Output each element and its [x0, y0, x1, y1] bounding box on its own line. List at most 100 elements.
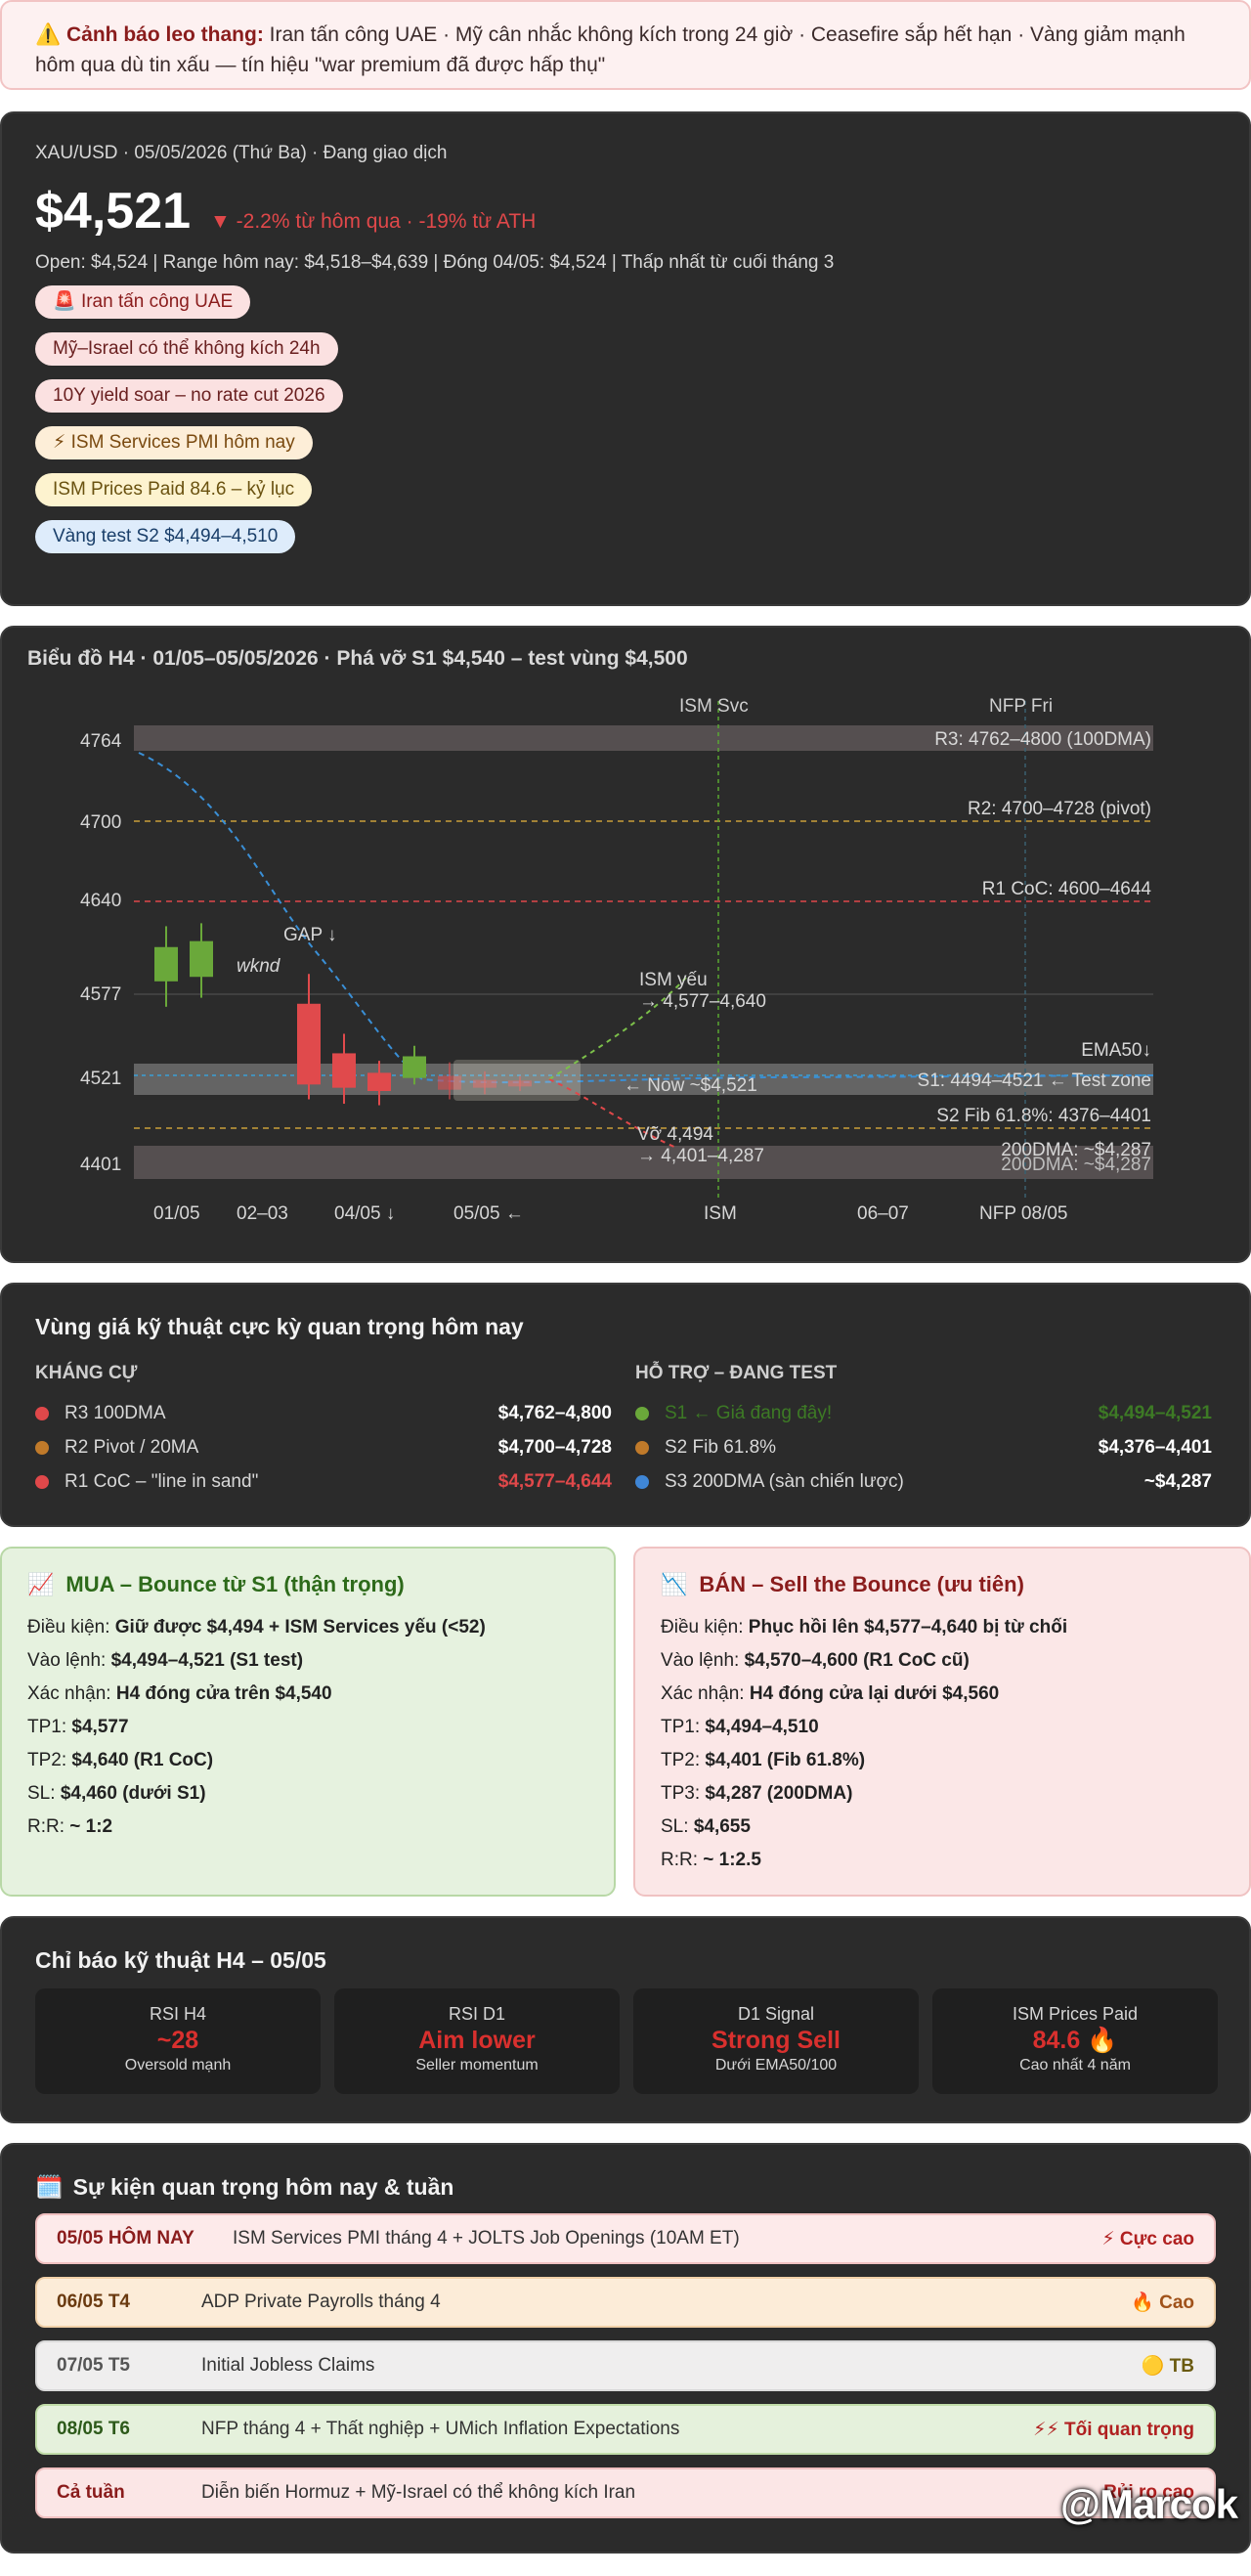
detail-value: $4,640 (R1 CoC)	[71, 1750, 214, 1770]
now-label: ← Now ~$4,521	[624, 1075, 757, 1096]
chart-title: Biểu đồ H4 · 01/05–05/05/2026 · Phá vỡ S…	[27, 647, 688, 670]
event-description: NFP tháng 4 + Thất nghiệp + UMich Inflat…	[201, 2419, 680, 2439]
event-row: 08/05 T6 NFP tháng 4 + Thất nghiệp + UMic…	[35, 2404, 1216, 2455]
detail-value: H4 đóng cửa trên $4,540	[115, 1683, 332, 1704]
lightning-icon: ⚡	[53, 432, 71, 453]
detail-key: TP1:	[661, 1717, 706, 1737]
news-tag: ⚡ ISM Services PMI hôm nay	[35, 426, 313, 459]
news-tag: Vàng test S2 $4,494–4,510	[35, 520, 296, 553]
detail-key: TP3:	[661, 1783, 706, 1804]
event-row: Cả tuần Diễn biến Hormuz + Mỹ-Israel có t…	[35, 2467, 1216, 2518]
zone-row: R2 Pivot / 20MA $4,700–4,728	[35, 1430, 612, 1464]
y-tick-label: 4401	[80, 1155, 121, 1175]
zone-dot	[635, 1406, 649, 1420]
indicator-label: ISM Prices Paid	[1012, 2004, 1139, 2024]
zone-value: $4,577–4,644	[497, 1470, 612, 1492]
news-tag-label: Iran tấn công UAE	[80, 291, 234, 312]
indicator-sub: Cao nhất 4 năm	[1019, 2057, 1131, 2074]
detail-key: TP2:	[27, 1750, 72, 1770]
sell-detail-line: Điều kiện: Phục hồi lên $4,577–4,640 bị …	[661, 1611, 1224, 1644]
support-column: HỖ TRỢ – ĐANG TEST S1 ← Giá đang đây! $4,…	[635, 1363, 1212, 1499]
zone-value: $4,494–4,521	[1098, 1402, 1212, 1423]
candle-body	[403, 1056, 426, 1078]
x-tick-label: NFP 08/05	[979, 1203, 1067, 1224]
news-tag-label: Vàng test S2 $4,494–4,510	[53, 526, 279, 546]
buy-detail-line: Xác nhận: H4 đóng cửa trên $4,540	[27, 1678, 588, 1711]
detail-value: $4,287 (200DMA)	[705, 1783, 853, 1804]
buy-title: MUA – Bounce từ S1 (thận trọng)	[65, 1572, 405, 1596]
news-tag-label: ISM Services PMI hôm nay	[70, 432, 295, 453]
ism-weak-label: ISM yếu	[639, 970, 708, 990]
chart-up-icon: 📈	[27, 1572, 55, 1596]
indicators-title: Chỉ báo kỹ thuật H4 – 05/05	[35, 1947, 326, 1973]
key-zones-card: Vùng giá kỹ thuật cực kỳ quan trọng hôm …	[0, 1283, 1251, 1527]
detail-value: $4,655	[693, 1816, 751, 1837]
candle-body	[297, 1003, 321, 1085]
dma200-label-lower: 200DMA: ~$4,287	[1001, 1155, 1151, 1175]
detail-value: $4,577	[71, 1717, 129, 1737]
zone-value: $4,700–4,728	[497, 1436, 612, 1458]
detail-value: ~ 1:2	[69, 1816, 113, 1837]
buy-detail-line: TP2: $4,640 (R1 CoC)	[27, 1744, 588, 1777]
zone-dot	[35, 1440, 49, 1455]
indicator-box: RSI D1 Aim lower Seller momentum	[334, 1988, 620, 2094]
detail-key: Xác nhận:	[27, 1683, 116, 1704]
y-tick-label: 4640	[80, 891, 121, 911]
sell-title: BÁN – Sell the Bounce (ưu tiên)	[699, 1572, 1024, 1596]
warning-icon: ⚠️	[35, 23, 62, 46]
detail-value: $4,494–4,521 (S1 test)	[110, 1650, 304, 1671]
candle-body	[154, 946, 178, 982]
indicators-card: Chỉ báo kỹ thuật H4 – 05/05 RSI H4 ~28 Ove…	[0, 1916, 1251, 2123]
buy-setup-card: 📈 MUA – Bounce từ S1 (thận trọng) Điều k…	[0, 1547, 616, 1897]
zone-label: R3 100DMA	[65, 1402, 166, 1423]
zone-dot	[35, 1474, 49, 1489]
h4-chart: Biểu đồ H4 · 01/05–05/05/2026 · Phá vỡ S…	[27, 647, 1154, 1224]
bull-scenario-arrow	[548, 977, 687, 1080]
event-description: ADP Private Payrolls tháng 4	[201, 2292, 441, 2312]
zone-label: S2 Fib 61.8%	[665, 1436, 777, 1458]
indicator-value: 84.6 🔥	[1032, 2027, 1118, 2054]
zone-value: ~$4,287	[1143, 1470, 1212, 1492]
event-impact: Rủi ro cao	[1103, 2482, 1194, 2503]
detail-key: TP2:	[661, 1750, 706, 1770]
indicator-box: RSI H4 ~28 Oversold mạnh	[35, 1988, 321, 2094]
h4-chart-card: Biểu đồ H4 · 01/05–05/05/2026 · Phá vỡ S…	[0, 626, 1251, 1263]
resistance-heading: KHÁNG CỰ	[35, 1363, 138, 1383]
detail-key: Vào lệnh:	[661, 1650, 745, 1671]
y-tick-label: 4577	[80, 984, 121, 1005]
s1-label: S1: 4494–4521 ← Test zone	[918, 1070, 1151, 1091]
indicator-label: RSI D1	[448, 2004, 506, 2024]
candle-body	[367, 1072, 391, 1091]
weekend-label: wknd	[237, 956, 281, 977]
y-tick-label: 4764	[80, 731, 122, 752]
event-description: Initial Jobless Claims	[201, 2355, 375, 2376]
events-card: 🗓️ Sự kiện quan trọng hôm nay & tuần 05/…	[0, 2143, 1251, 2554]
detail-value: H4 đóng cửa lại dưới $4,560	[749, 1683, 1000, 1704]
candle-body	[332, 1053, 356, 1088]
gap-label: GAP ↓	[283, 925, 337, 945]
detail-key: TP1:	[27, 1717, 72, 1737]
indicator-box: ISM Prices Paid 84.6 🔥 Cao nhất 4 năm	[932, 1988, 1218, 2094]
detail-key: R:R:	[661, 1850, 704, 1870]
event-description: Diễn biến Hormuz + Mỹ-Israel có thể khôn…	[201, 2482, 636, 2503]
indicator-box: D1 Signal Strong Sell Dưới EMA50/100	[633, 1988, 919, 2094]
indicator-value: Strong Sell	[712, 2027, 841, 2054]
now-highlight	[453, 1060, 581, 1101]
support-heading: HỖ TRỢ – ĐANG TEST	[635, 1363, 838, 1383]
detail-key: SL:	[27, 1783, 61, 1804]
x-tick-label: 04/05 ↓	[334, 1203, 395, 1224]
r3-label: R3: 4762–4800 (100DMA)	[934, 729, 1151, 750]
candle-body	[438, 1075, 461, 1090]
escalation-alert: ⚠️ Cảnh báo leo thang: Iran tấn công UAE…	[0, 0, 1251, 90]
candle-body	[473, 1079, 496, 1088]
sell-detail-line: Vào lệnh: $4,570–4,600 (R1 CoC cũ)	[661, 1644, 1224, 1678]
siren-icon: 🚨	[53, 291, 81, 312]
indicator-label: RSI H4	[149, 2004, 207, 2024]
break-label: Vỡ 4,494	[637, 1124, 713, 1145]
ism-weak-target-label: → 4,577–4,640	[639, 991, 766, 1012]
resistance-column: KHÁNG CỰ R3 100DMA $4,762–4,800 R2 Pivot /…	[35, 1363, 612, 1499]
y-tick-label: 4700	[80, 812, 121, 833]
detail-key: Vào lệnh:	[27, 1650, 111, 1671]
news-tags: 🚨 Iran tấn công UAE Mỹ–Israel có thể khôn…	[35, 285, 1216, 553]
zone-row: S1 ← Giá đang đây! $4,494–4,521	[635, 1396, 1212, 1430]
